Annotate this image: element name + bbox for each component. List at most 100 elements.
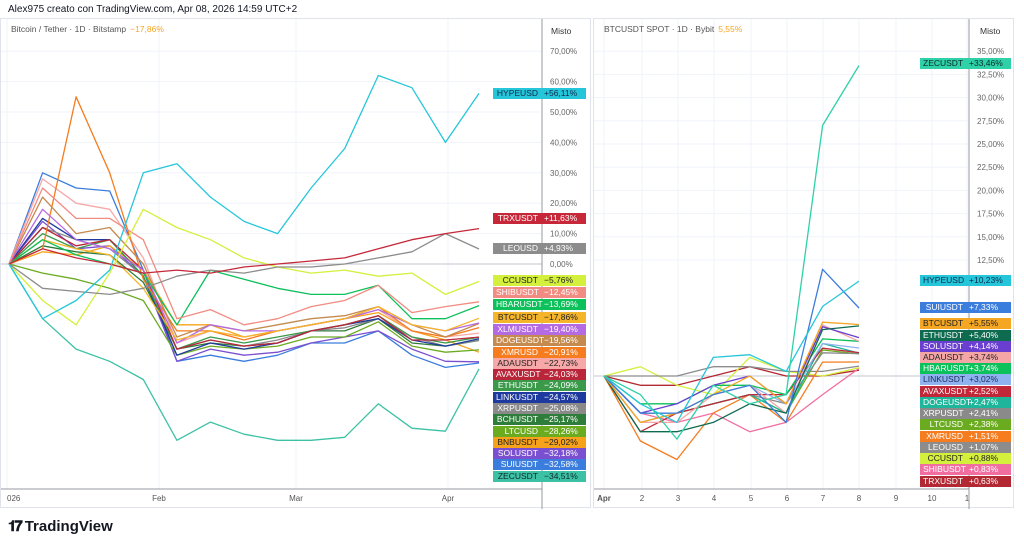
series-line-ethusdt: [8, 232, 480, 350]
series-line-suiusdt: [603, 268, 860, 424]
series-label-dogeusdt[interactable]: DOGEUSDT +2,47%: [920, 397, 1011, 408]
series-label-hypeusd[interactable]: HYPEUSD +10,23%: [920, 275, 1011, 286]
series-label-hbarusdt[interactable]: HBARUSDT −13,69%: [493, 299, 586, 310]
series-label-avaxusdt[interactable]: AVAXUSDT −24,03%: [493, 369, 586, 380]
series-label-hypeusd[interactable]: HYPEUSD +56,11%: [493, 88, 586, 99]
series-label-value: −17,86%: [544, 312, 578, 322]
x-tick-label: 9: [894, 494, 899, 503]
series-label-value: −24,03%: [544, 369, 578, 379]
right-chart-pane[interactable]: 35,00% 32,50% 30,00% 27,50% 25,00% 22,50% 20,0…: [593, 18, 1014, 509]
series-label-value: +4,14%: [969, 341, 999, 351]
y-tick-label: 22,50%: [977, 163, 1004, 172]
series-label-name: ADAUSDT: [497, 358, 538, 368]
series-line-ethusdt: [603, 325, 860, 433]
series-label-dogeusdt[interactable]: DOGEUSDT −19,56%: [493, 335, 586, 346]
series-label-name: SOLUSDT: [497, 448, 538, 458]
y-tick-label: 60,00%: [550, 78, 577, 87]
series-label-suiusdt[interactable]: SUIUSDT +7,33%: [920, 302, 1011, 313]
series-line-btcusdt: [603, 321, 860, 424]
series-label-ltcusd[interactable]: LTCUSD +2,38%: [920, 419, 1011, 430]
series-label-name: AVAXUSDT: [496, 369, 541, 379]
y-tick-label: 27,50%: [977, 117, 1004, 126]
series-label-linkusdt[interactable]: LINKUSDT −24,57%: [493, 392, 586, 403]
series-label-xmrusd[interactable]: XMRUSD −20,91%: [493, 347, 586, 358]
series-label-leousd[interactable]: LEOUSD +1,07%: [920, 442, 1011, 453]
y-tick-label: 0,00%: [550, 260, 573, 269]
series-label-ethusdt[interactable]: ETHUSDT −24,09%: [493, 380, 586, 391]
series-label-name: LINKUSDT: [923, 374, 966, 384]
series-label-name: SUIUSDT: [500, 459, 538, 469]
series-label-name: DOGEUSDT: [923, 397, 972, 407]
series-line-btcusdt: [8, 239, 480, 341]
series-label-name: HBARUSDT: [496, 299, 543, 309]
y-tick-label: 40,00%: [550, 138, 577, 147]
series-line-shibusdt: [603, 367, 860, 433]
x-tick-label: 026: [7, 494, 21, 503]
series-label-value: −19,56%: [544, 335, 578, 345]
series-label-leousd[interactable]: LEOUSD +4,93%: [493, 243, 586, 254]
series-line-xmrusd: [603, 361, 860, 461]
series-label-solusdt[interactable]: SOLUSDT +4,14%: [920, 341, 1011, 352]
series-label-shibusdt[interactable]: SHIBUSDT +0,83%: [920, 464, 1011, 475]
series-label-ltcusd[interactable]: LTCUSD −28,26%: [493, 426, 586, 437]
series-label-name: SHIBUSDT: [496, 287, 539, 297]
left-symbol[interactable]: Bitcoin / Tether · 1D · Bitstamp: [11, 24, 127, 34]
series-label-name: HBARUSDT: [923, 363, 970, 373]
series-line-trxusdt: [603, 366, 860, 386]
series-label-bnbusdt[interactable]: BNBUSDT −29,02%: [493, 437, 586, 448]
series-label-name: BTCUSDT: [923, 318, 964, 328]
x-tick-label: Feb: [152, 494, 166, 503]
right-change: 5,55%: [718, 24, 743, 34]
series-label-hbarusdt[interactable]: HBARUSDT +3,74%: [920, 363, 1011, 374]
series-label-name: LTCUSD: [504, 426, 538, 436]
series-label-value: −5,76%: [544, 275, 574, 285]
series-line-shibusdt: [8, 187, 480, 326]
series-label-xmrusd[interactable]: XMRUSD +1,51%: [920, 431, 1011, 442]
series-label-value: −25,08%: [544, 403, 578, 413]
series-label-name: TRXUSDT: [923, 476, 964, 486]
series-label-adausdt[interactable]: ADAUSDT −22,73%: [493, 358, 586, 369]
series-label-xrpusdt[interactable]: XRPUSDT −25,08%: [493, 403, 586, 414]
series-label-name: ETHUSDT: [923, 330, 964, 340]
right-symbol[interactable]: BTCUSDT SPOT · 1D · Bybit: [604, 24, 715, 34]
series-label-name: XRPUSDT: [923, 408, 964, 418]
series-label-value: +5,55%: [969, 318, 999, 328]
series-label-btcusdt[interactable]: BTCUSDT −17,86%: [493, 312, 586, 323]
series-label-linkusdt[interactable]: LINKUSDT +3,02%: [920, 374, 1011, 385]
left-chart-pane[interactable]: 70,00% 60,00% 50,00% 40,00% 30,00% 20,00% 10,0…: [0, 18, 591, 509]
series-label-trxusdt[interactable]: TRXUSDT +0,63%: [920, 476, 1011, 487]
series-line-trxusdt: [8, 227, 480, 274]
left-legend: Bitcoin / Tether · 1D · Bitstamp −17,86%: [11, 24, 164, 34]
series-label-name: HYPEUSD: [923, 275, 965, 285]
tradingview-logo-icon: 𝟏𝟕: [8, 518, 23, 535]
series-label-adausdt[interactable]: ADAUSDT +3,74%: [920, 352, 1011, 363]
series-line-ccusdt: [8, 208, 480, 326]
series-label-bchusdt[interactable]: BCHUSDT −25,17%: [493, 414, 586, 425]
series-label-xlmusdt[interactable]: XLMUSDT −19,40%: [493, 324, 586, 335]
series-label-ccusdt[interactable]: CCUSDT −5,76%: [493, 275, 586, 286]
series-label-name: SHIBUSDT: [923, 464, 966, 474]
series-label-zecusdt[interactable]: ZECUSDT −34,51%: [493, 471, 586, 482]
series-label-value: −22,73%: [544, 358, 578, 368]
right-scale-label[interactable]: Misto: [980, 26, 1001, 36]
series-label-btcusdt[interactable]: BTCUSDT +5,55%: [920, 318, 1011, 329]
series-label-xrpusdt[interactable]: XRPUSDT +2,41%: [920, 408, 1011, 419]
left-scale-label[interactable]: Misto: [551, 26, 572, 36]
series-label-value: +1,07%: [969, 442, 999, 452]
series-label-value: −19,40%: [544, 324, 578, 334]
series-label-zecusdt[interactable]: ZECUSDT +33,46%: [920, 58, 1011, 69]
series-label-solusdt[interactable]: SOLUSDT −32,18%: [493, 448, 586, 459]
series-label-name: XMRUSD: [926, 431, 963, 441]
series-label-ccusdt[interactable]: CCUSDT +0,88%: [920, 453, 1011, 464]
series-label-trxusdt[interactable]: TRXUSDT +11,63%: [493, 213, 586, 224]
series-label-suiusdt[interactable]: SUIUSDT −32,58%: [493, 459, 586, 470]
tradingview-logo[interactable]: 𝟏𝟕 TradingView: [8, 518, 113, 535]
series-line-hypeusd: [603, 280, 860, 424]
series-label-shibusdt[interactable]: SHIBUSDT −12,45%: [493, 287, 586, 298]
series-label-name: BCHUSDT: [496, 414, 538, 424]
y-tick-label: 30,00%: [977, 94, 1004, 103]
series-label-avaxusdt[interactable]: AVAXUSDT +2,52%: [920, 386, 1011, 397]
series-line-solusdt: [603, 326, 860, 414]
series-label-ethusdt[interactable]: ETHUSDT +5,40%: [920, 330, 1011, 341]
series-label-name: DOGEUSDT: [496, 335, 545, 345]
